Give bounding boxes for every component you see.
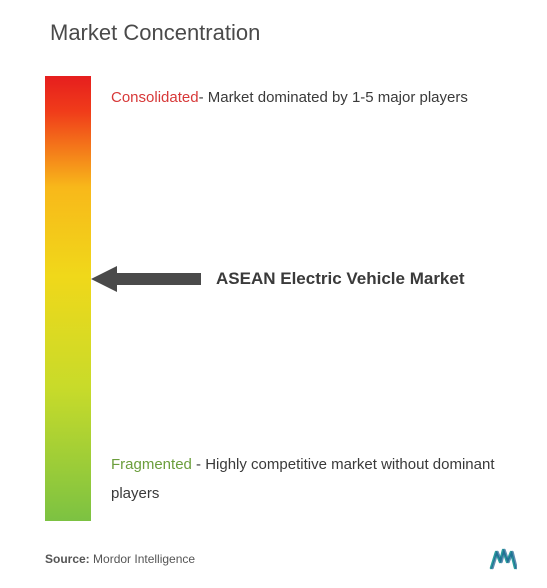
arrow-left-icon <box>91 266 201 292</box>
fragmented-label: Fragmented - Highly competitive market w… <box>111 451 507 509</box>
footer: Source: Mordor Intelligence <box>45 548 517 570</box>
consolidated-word: Consolidated <box>111 89 199 106</box>
source-attribution: Source: Mordor Intelligence <box>45 552 195 566</box>
concentration-gradient-bar <box>45 76 91 521</box>
concentration-diagram: Consolidated- Market dominated by 1-5 ma… <box>30 76 517 521</box>
market-name: ASEAN Electric Vehicle Market <box>216 269 465 289</box>
page-title: Market Concentration <box>50 20 517 46</box>
mordor-logo-icon <box>489 548 517 570</box>
consolidated-label: Consolidated- Market dominated by 1-5 ma… <box>111 84 507 113</box>
labels-area: Consolidated- Market dominated by 1-5 ma… <box>111 76 517 521</box>
source-value: Mordor Intelligence <box>90 552 195 566</box>
market-indicator: ASEAN Electric Vehicle Market <box>91 266 465 292</box>
source-label: Source: <box>45 552 90 566</box>
fragmented-word: Fragmented <box>111 456 192 473</box>
consolidated-description: - Market dominated by 1-5 major players <box>199 89 468 106</box>
